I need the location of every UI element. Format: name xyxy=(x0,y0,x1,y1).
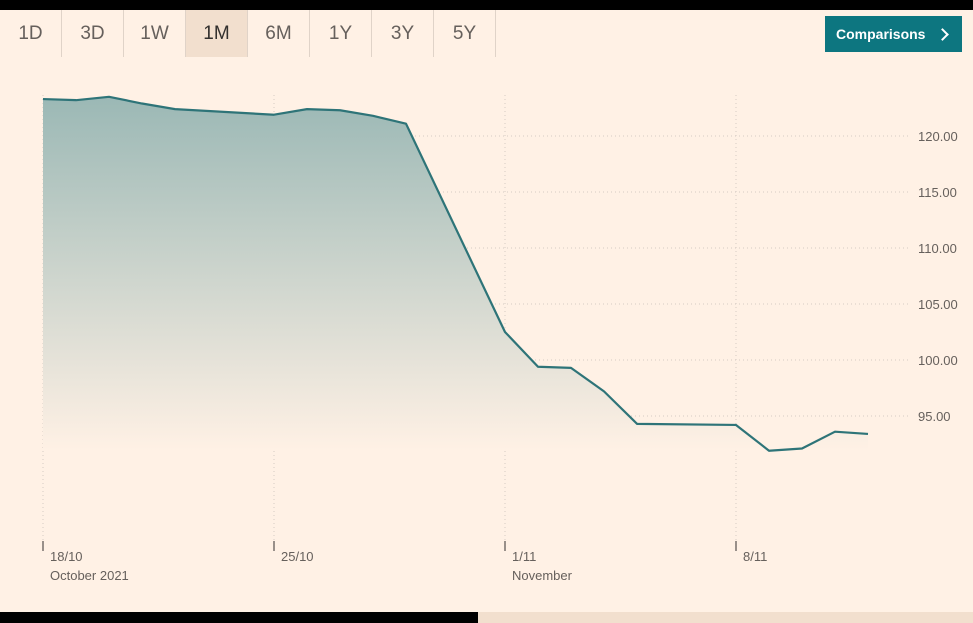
tab-5y[interactable]: 5Y xyxy=(434,10,496,57)
tab-1y[interactable]: 1Y xyxy=(310,10,372,57)
y-tick-label: 105.00 xyxy=(918,297,958,312)
tab-1d[interactable]: 1D xyxy=(0,10,62,57)
x-tick-label: 8/11 xyxy=(743,549,767,564)
tab-1m[interactable]: 1M xyxy=(186,10,248,57)
y-tick-label: 115.00 xyxy=(918,185,957,200)
tab-3y[interactable]: 3Y xyxy=(372,10,434,57)
top-bar xyxy=(0,0,973,10)
x-tick-label: 25/10 xyxy=(281,549,314,564)
x-tick-label: 18/10 xyxy=(50,549,83,564)
y-tick-label: 100.00 xyxy=(918,353,958,368)
y-tick-label: 110.00 xyxy=(918,241,957,256)
comparisons-label: Comparisons xyxy=(836,26,926,42)
scroll-track-dark xyxy=(0,612,478,623)
series-area xyxy=(43,96,868,451)
tab-3d[interactable]: 3D xyxy=(62,10,124,57)
range-tabs: 1D 3D 1W 1M 6M 1Y 3Y 5Y xyxy=(0,10,496,57)
scroll-track-light xyxy=(478,612,973,623)
tab-6m[interactable]: 6M xyxy=(248,10,310,57)
y-tick-label: 95.00 xyxy=(918,409,951,424)
comparisons-button[interactable]: Comparisons xyxy=(825,16,962,52)
tab-1w[interactable]: 1W xyxy=(124,10,186,57)
y-tick-label: 120.00 xyxy=(918,129,958,144)
x-tick-sublabel: November xyxy=(512,568,573,583)
x-tick-sublabel: October 2021 xyxy=(50,568,129,583)
series-line xyxy=(42,95,869,452)
x-tick-label: 1/11 xyxy=(512,549,536,564)
